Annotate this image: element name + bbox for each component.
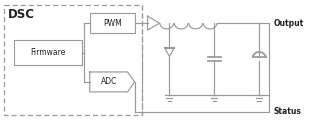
FancyBboxPatch shape (4, 5, 142, 115)
FancyBboxPatch shape (14, 40, 82, 65)
Text: ADC: ADC (100, 77, 117, 86)
Text: DSC: DSC (8, 8, 35, 21)
Text: Status: Status (273, 107, 301, 116)
Text: Output: Output (273, 19, 304, 28)
Text: Firmware: Firmware (30, 48, 66, 57)
FancyBboxPatch shape (90, 13, 135, 33)
Text: PWM: PWM (103, 19, 122, 28)
